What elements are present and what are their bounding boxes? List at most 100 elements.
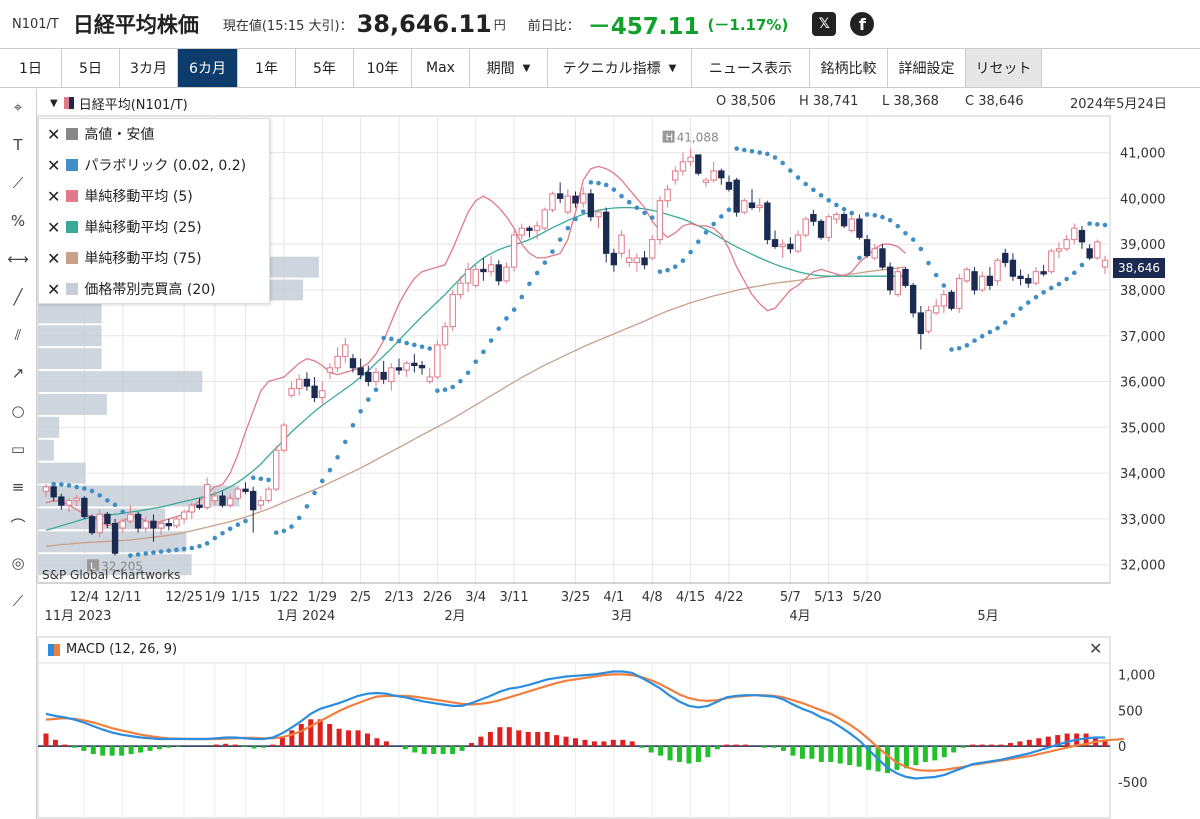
candle-body (372, 371, 380, 383)
tab-3m[interactable]: 3カ月 (120, 49, 178, 87)
candle-body (434, 344, 441, 378)
parabolic-sar-dot (358, 409, 363, 414)
percent-line-icon[interactable]: % (10, 212, 26, 230)
crosshair-icon[interactable]: ⌖ (13, 98, 23, 116)
candle-body (119, 520, 126, 529)
detail-settings-button[interactable]: 詳細設定 (888, 49, 966, 87)
parabolic-sar-dot (97, 493, 103, 498)
parabolic-sar-dot (642, 210, 647, 216)
candle-body (971, 271, 978, 291)
x-share-icon[interactable]: 𝕏 (812, 12, 837, 36)
legend-item-highlow[interactable]: ✕ 高値・安値 (47, 124, 155, 144)
macd-histogram-bar (62, 744, 68, 747)
candle-body (518, 227, 525, 236)
macd-histogram-bar (1055, 735, 1061, 747)
fib-circle-icon[interactable]: ◎ (11, 554, 25, 572)
horizontal-line-icon[interactable]: ⟷ (7, 250, 29, 268)
candle-body (940, 294, 948, 307)
facebook-share-icon[interactable]: f (850, 12, 875, 36)
remove-icon[interactable]: ✕ (47, 248, 61, 268)
close-icon[interactable]: ✕ (1089, 639, 1103, 658)
date-tick-label: 5/20 (853, 590, 882, 605)
candle-body (403, 362, 410, 371)
technical-indicator-dropdown[interactable]: テクニカル指標 ▼ (548, 49, 692, 87)
macd-histogram-bar (308, 719, 314, 747)
arrow-line-icon[interactable]: ↗ (11, 364, 25, 382)
parabolic-sar-dot (1087, 221, 1092, 226)
macd-histogram-bar (355, 730, 361, 747)
legend-item-sma75[interactable]: ✕ 単純移動平均 (75) (47, 248, 202, 268)
fib-arc-icon[interactable]: ⌒ (10, 516, 26, 535)
text-tool-icon[interactable]: T (13, 136, 23, 154)
legend-item-parabolic[interactable]: ✕ パラボリック (0.02, 0.2) (47, 155, 247, 175)
candle-body (595, 211, 602, 218)
tab-5y[interactable]: 5年 (296, 49, 354, 87)
parabolic-sar-dot (550, 249, 555, 254)
remove-icon[interactable]: ✕ (47, 217, 61, 237)
candle-body (1055, 248, 1063, 252)
macd-histogram-bar (866, 746, 872, 770)
parabolic-sar-dot (895, 223, 901, 229)
current-price: 38,646.11 (356, 10, 492, 38)
candle-body (725, 181, 733, 190)
fan-icon[interactable]: ⟋ (12, 592, 24, 610)
trendline-icon[interactable]: ⟋ (12, 174, 24, 192)
candle-body (426, 376, 433, 383)
reset-button[interactable]: リセット (966, 49, 1042, 87)
candle-body (311, 385, 318, 399)
parabolic-sar-dot (949, 347, 954, 352)
tab-10y[interactable]: 10年 (354, 49, 412, 87)
macd-histogram-bar (90, 746, 96, 755)
candle-body (1086, 248, 1093, 259)
news-display-button[interactable]: ニュース表示 (692, 49, 810, 87)
tab-5d[interactable]: 5日 (62, 49, 120, 87)
macd-histogram-bar (1064, 733, 1070, 747)
remove-icon[interactable]: ✕ (47, 124, 61, 144)
fibonacci-icon[interactable]: ≡ (11, 478, 25, 496)
collapse-icon[interactable]: ▼ (50, 97, 58, 109)
circle-icon[interactable]: ○ (11, 402, 25, 420)
line-icon[interactable]: ╱ (13, 288, 23, 306)
tab-max[interactable]: Max (412, 49, 470, 87)
macd-histogram-bar (147, 746, 153, 751)
remove-icon[interactable]: ✕ (47, 186, 61, 206)
parabolic-sar-dot (366, 397, 371, 402)
candle-body (1094, 241, 1101, 259)
parabolic-sar-dot (826, 198, 832, 203)
macd-histogram-bar (705, 746, 711, 758)
legend-item-volume-profile[interactable]: ✕ 価格帯別売買高 (20) (47, 279, 216, 299)
parabolic-sar-dot (243, 518, 248, 524)
parabolic-sar-dot (166, 548, 172, 553)
candle-body (994, 259, 1001, 282)
candle-body (817, 220, 825, 238)
macd-histogram-bar (516, 730, 522, 747)
legend-item-sma25[interactable]: ✕ 単純移動平均 (25) (47, 217, 202, 237)
candle-body (203, 484, 211, 508)
macd-histogram-bar (412, 746, 418, 753)
remove-icon[interactable]: ✕ (47, 279, 61, 299)
parabolic-sar-dot (742, 147, 747, 153)
parabolic-sar-dot (1010, 312, 1016, 318)
rectangle-icon[interactable]: ▭ (10, 440, 26, 458)
legend-item-sma5[interactable]: ✕ 単純移動平均 (5) (47, 186, 193, 206)
channel-icon[interactable]: ⫽ (14, 326, 22, 344)
candle-body (395, 367, 403, 371)
macd-histogram-bar (856, 746, 862, 767)
tab-1d[interactable]: 1日 (0, 49, 62, 87)
candle-body (365, 371, 372, 383)
parabolic-sar-dot (197, 543, 202, 549)
candle-body (603, 211, 610, 254)
volume-profile-bar (38, 462, 86, 484)
candle-body (579, 193, 587, 204)
period-dropdown[interactable]: 期間 ▼ (470, 49, 548, 87)
parabolic-sar-dot (304, 504, 310, 509)
parabolic-sar-dot (135, 552, 141, 557)
price-tick-label: 41,000 (1120, 147, 1166, 162)
compare-button[interactable]: 銘柄比較 (810, 49, 888, 87)
candle-body (718, 170, 725, 179)
caret-down-icon: ▼ (668, 62, 677, 74)
tab-1y[interactable]: 1年 (238, 49, 296, 87)
tab-6m[interactable]: 6カ月 (178, 49, 238, 87)
remove-icon[interactable]: ✕ (47, 155, 61, 175)
candle-body (748, 202, 756, 209)
